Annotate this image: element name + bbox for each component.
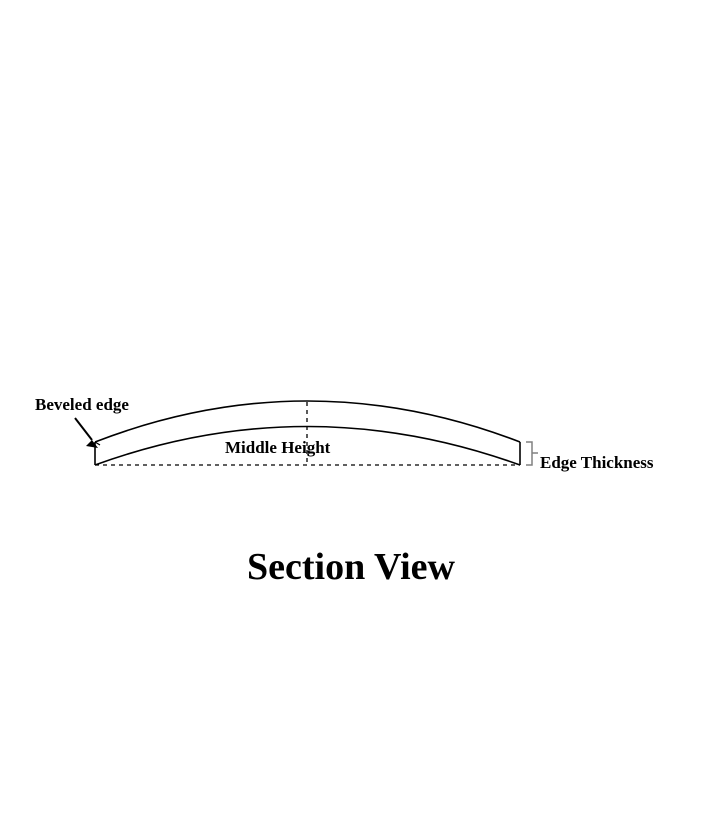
section-view-title: Section View: [0, 545, 702, 589]
beveled-edge-label: Beveled edge: [35, 395, 129, 415]
middle-height-label: Middle Height: [225, 438, 330, 458]
edge-thickness-bracket: [526, 442, 532, 465]
section-view-diagram: Beveled edge Middle Height Edge Thicknes…: [0, 0, 702, 823]
edge-thickness-label: Edge Thickness: [540, 453, 654, 473]
beveled-arrow-shaft: [75, 418, 92, 440]
